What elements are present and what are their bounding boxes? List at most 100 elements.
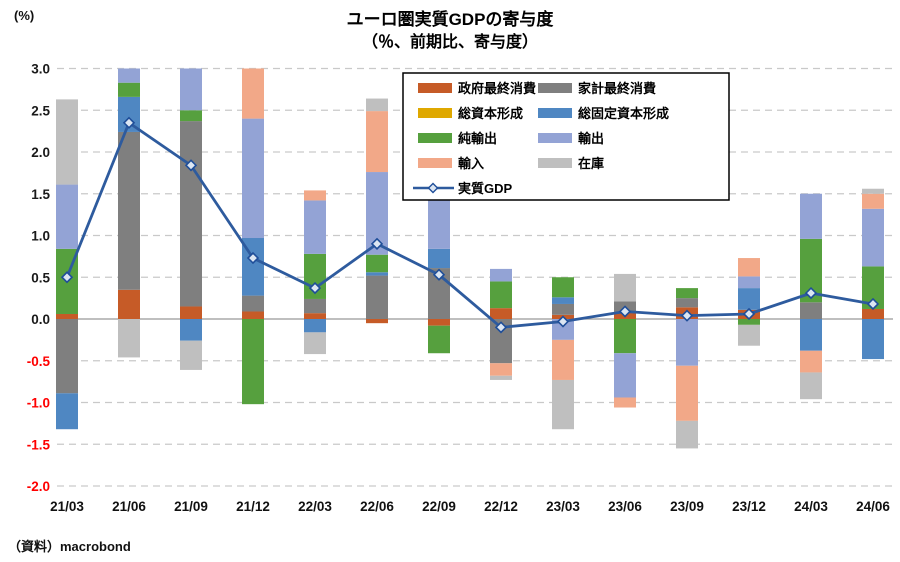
gdp-marker: [246, 251, 260, 265]
bar-segment-21-06-inventory: [118, 319, 140, 358]
bar-segment-22-09-gov-consumption: [428, 319, 450, 326]
bar-segment-22-03-inventory: [304, 332, 326, 355]
legend-label: 在庫: [578, 156, 604, 171]
bar-segment-22-12-net-exports: [490, 281, 512, 309]
bar-segment-21-09-gross-fixed-capital-formation: [180, 319, 202, 341]
bar-segment-24-03-net-exports: [800, 238, 822, 303]
x-tick-label: 21/12: [236, 499, 270, 514]
x-tick-label: 23/03: [546, 499, 580, 514]
bar-segment-23-03-net-exports: [552, 277, 574, 298]
y-tick-label: -0.5: [27, 354, 51, 369]
x-tick-label: 21/03: [50, 499, 84, 514]
y-tick-label: 1.5: [31, 187, 50, 202]
gdp-marker: [618, 305, 632, 318]
gdp-marker: [122, 116, 136, 129]
bar-segment-22-12-inventory: [490, 375, 512, 380]
x-tick-label: 23/06: [608, 499, 642, 514]
bar-segment-22-03-imports: [304, 190, 326, 201]
legend-label: 総固定資本形成: [578, 106, 669, 121]
bar-segment-23-09-exports: [676, 319, 698, 366]
bar-segment-24-03-exports: [800, 193, 822, 239]
bar-segment-22-06-inventory: [366, 98, 388, 112]
x-tick-label: 23/09: [670, 499, 704, 514]
bar-segment-21-09-household-consumption: [180, 121, 202, 307]
gdp-marker: [308, 281, 322, 295]
title-block: ユーロ圏実質GDPの寄与度 （％、前期比、寄与度）: [0, 8, 900, 54]
bar-segment-22-12-exports: [490, 268, 512, 282]
legend-swatch: [418, 133, 452, 143]
gdp-marker: [556, 315, 570, 328]
bar-segment-21-12-net-exports: [242, 319, 264, 405]
bar-segment-23-12-gross-fixed-capital-formation: [738, 288, 760, 310]
bar-segment-21-03-inventory: [56, 99, 78, 185]
y-axis-unit-label: (%): [14, 8, 35, 23]
bar-segment-21-12-gross-fixed-capital-formation: [242, 238, 264, 296]
bar-segment-24-06-imports: [862, 193, 884, 209]
bar-segment-23-12-inventory: [738, 324, 760, 346]
y-tick-label: -1.5: [27, 437, 51, 452]
chart-subtitle: （％、前期比、寄与度）: [361, 34, 538, 51]
gdp-marker: [184, 159, 198, 172]
gdp-marker: [866, 297, 880, 311]
bar-segment-21-09-gov-consumption: [180, 306, 202, 319]
gdp-marker: [60, 271, 74, 284]
gdp-marker: [432, 268, 446, 281]
bar-segment-21-09-exports: [180, 68, 202, 111]
bar-segment-23-12-net-exports: [738, 319, 760, 325]
bar-segment-22-06-imports: [366, 111, 388, 173]
bar-segment-21-06-exports: [118, 68, 140, 83]
bar-segment-23-03-gross-fixed-capital-formation: [552, 297, 574, 304]
x-tick-label: 22/12: [484, 499, 518, 514]
bar-segment-21-12-imports: [242, 68, 264, 119]
bar-segment-21-09-inventory: [180, 340, 202, 370]
bar-segment-21-06-net-exports: [118, 82, 140, 97]
bar-segment-21-03-gross-fixed-capital-formation: [56, 393, 78, 430]
bar-segment-24-03-inventory: [800, 372, 822, 400]
y-tick-label: 1.0: [31, 229, 50, 244]
bar-segment-21-12-exports: [242, 118, 264, 239]
source-label: （資料）macrobond: [8, 539, 131, 554]
bar-segment-23-03-exports: [552, 319, 574, 340]
bar-segment-22-06-exports: [366, 172, 388, 255]
legend-swatch: [418, 108, 452, 118]
bar-segment-24-03-gross-fixed-capital-formation: [800, 319, 822, 351]
bar-segment-22-12-household-consumption: [490, 319, 512, 364]
gdp-marker: [680, 309, 694, 322]
gdp-marker: [494, 321, 508, 334]
legend-swatch: [538, 108, 572, 118]
bar-segment-24-06-inventory: [862, 188, 884, 194]
bar-segment-23-09-inventory: [676, 420, 698, 449]
bar-segment-24-06-gross-fixed-capital-formation: [862, 319, 884, 360]
bar-segment-23-06-inventory: [614, 273, 636, 302]
bar-segment-22-12-imports: [490, 363, 512, 376]
bar-segment-23-06-imports: [614, 397, 636, 408]
x-tick-label: 22/09: [422, 499, 456, 514]
gdp-line: [65, 121, 874, 329]
bar-segment-21-12-gov-consumption: [242, 311, 264, 319]
x-tick-label: 21/09: [174, 499, 208, 514]
bar-segment-24-03-imports: [800, 350, 822, 373]
x-tick-label: 24/03: [794, 499, 828, 514]
bar-segment-22-03-exports: [304, 200, 326, 254]
bar-segment-21-03-household-consumption: [56, 319, 78, 394]
y-tick-label: -1.0: [27, 396, 50, 411]
bar-segment-23-09-household-consumption: [676, 298, 698, 308]
bar-segment-22-06-net-exports: [366, 254, 388, 273]
legend-label: 輸入: [458, 156, 484, 171]
legend-marker-real-gdp: [427, 182, 439, 194]
bar-segment-21-06-household-consumption: [118, 131, 140, 290]
bar-segment-21-06-gov-consumption: [118, 289, 140, 319]
y-tick-label: 2.5: [31, 103, 50, 118]
bar-segment-22-12-gov-consumption: [490, 308, 512, 319]
bar-segment-22-03-gross-fixed-capital-formation: [304, 319, 326, 333]
bar-segment-22-06-household-consumption: [366, 275, 388, 319]
bar-segment-23-03-household-consumption: [552, 303, 574, 315]
bar-segment-21-03-gov-consumption: [56, 313, 78, 319]
bar-segment-22-09-net-exports: [428, 325, 450, 354]
legend-swatch: [538, 133, 572, 143]
y-tick-label: 0.0: [31, 312, 50, 327]
gdp-marker: [742, 307, 756, 321]
legend-swatch: [538, 83, 572, 93]
